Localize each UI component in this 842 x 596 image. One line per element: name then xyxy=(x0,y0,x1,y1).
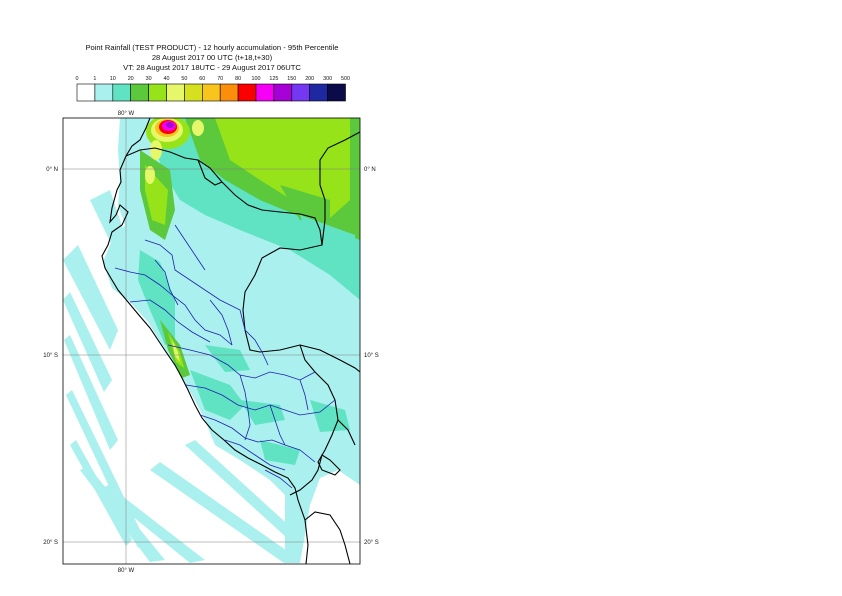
title-line-2: 28 August 2017 00 UTC (t+18,t+30) xyxy=(151,53,273,62)
heavy-rain-hotspot xyxy=(145,118,204,184)
lon-label-top: 80° W xyxy=(118,111,135,117)
national-borders xyxy=(125,131,360,564)
lat-label-left-1: 10° S xyxy=(43,353,58,359)
offshore-rain-bands xyxy=(63,190,305,563)
lon-label-bottom: 80° W xyxy=(118,568,135,574)
coastline xyxy=(101,118,309,564)
lat-label-right-1: 10° S xyxy=(364,353,379,359)
map-title: Point Rainfall (TEST PRODUCT) - 12 hourl… xyxy=(0,43,424,73)
lat-label-right-0: 0° N xyxy=(364,167,376,173)
region-boundaries xyxy=(114,224,336,489)
land-precipitation xyxy=(103,118,360,563)
title-line-1: Point Rainfall (TEST PRODUCT) - 12 hourl… xyxy=(85,43,339,52)
map-frame xyxy=(62,117,361,565)
lat-label-left-0: 0° N xyxy=(46,167,58,173)
title-line-3: VT: 28 August 2017 18UTC - 29 August 201… xyxy=(123,63,301,72)
lat-label-right-2: 20° S xyxy=(364,540,379,546)
axis-labels: 80° W 80° W 0° N 0° N 10° S 10° S 20° S … xyxy=(43,111,379,574)
lat-label-left-2: 20° S xyxy=(43,540,58,546)
